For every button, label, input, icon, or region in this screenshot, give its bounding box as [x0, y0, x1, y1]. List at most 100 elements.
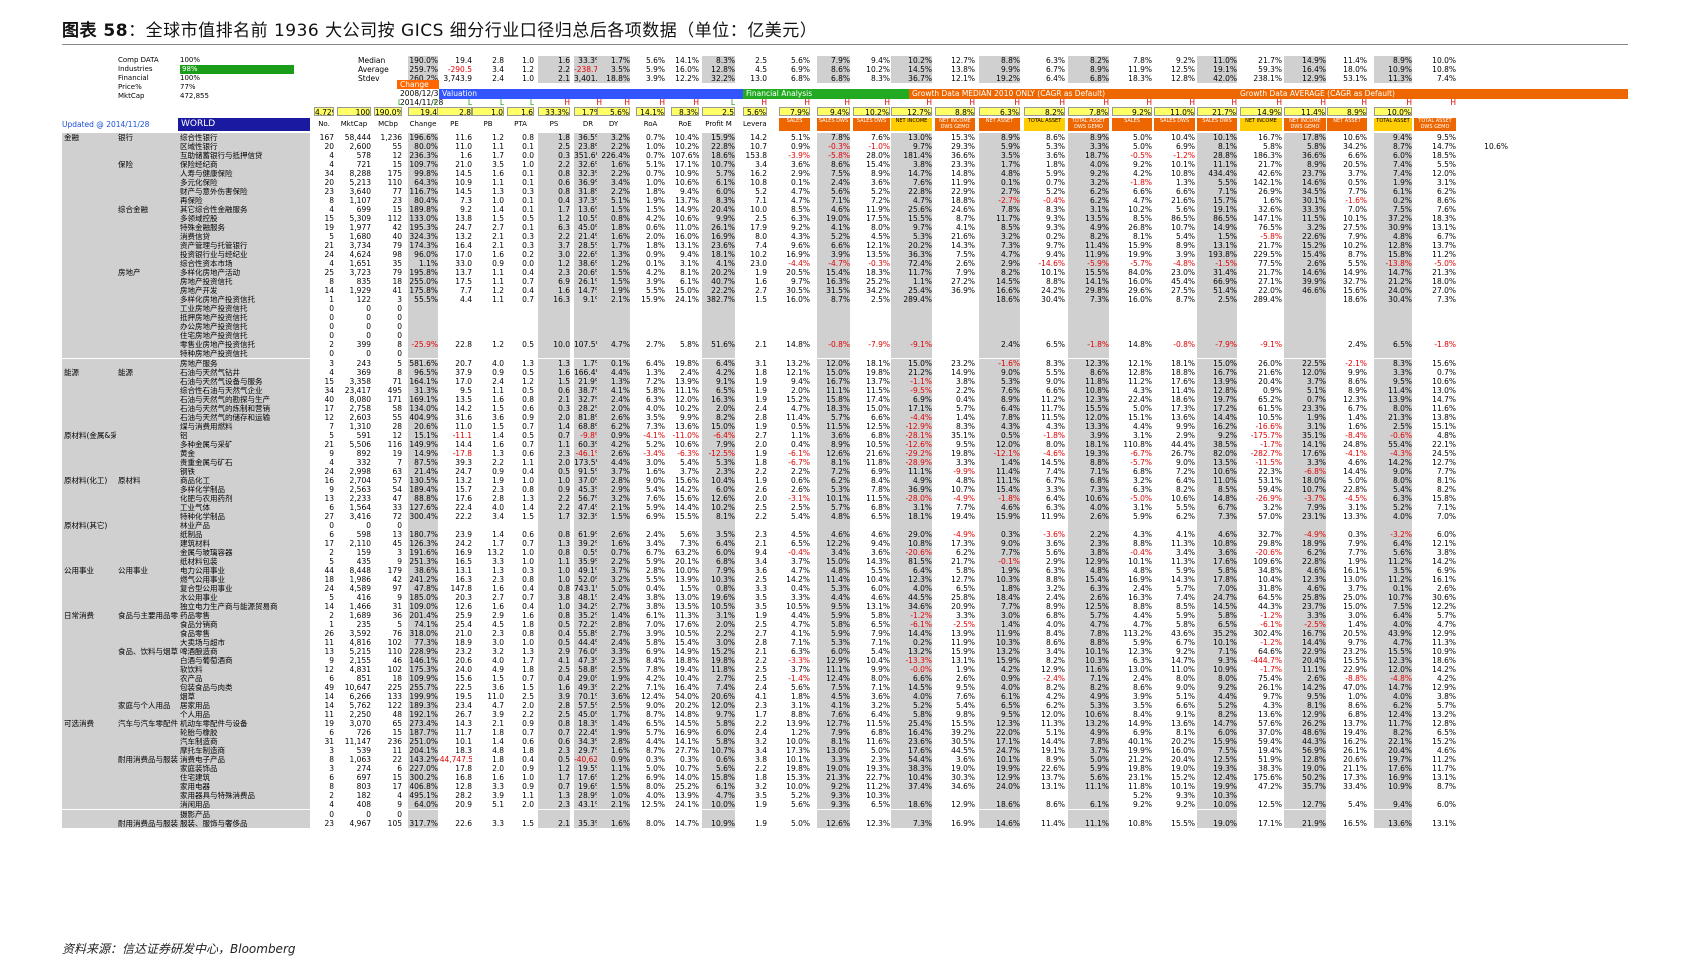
table-cell: 65.2%: [1258, 394, 1282, 404]
table-cell: 4.6%: [817, 529, 850, 539]
table-cell: 23: [392, 196, 402, 206]
summary-cell: 9.4%: [817, 107, 850, 116]
table-cell: 12.3%: [1343, 394, 1367, 404]
table-cell: 11.3%: [1432, 638, 1456, 648]
table-cell: 10.1%: [1343, 214, 1367, 224]
table-cell: 11.0%: [675, 223, 699, 233]
table-cell: 47: [392, 493, 402, 503]
table-cell: 7.3%: [891, 818, 932, 828]
table-cell: -3.1%: [788, 493, 810, 503]
table-cell: 32.7%: [1258, 529, 1282, 539]
row-label-band: [62, 169, 310, 179]
table-cell: 10.7: [750, 142, 767, 152]
table-cell: 18: [392, 674, 402, 684]
table-cell: [935, 349, 975, 358]
table-cell: 2.6%: [1436, 584, 1456, 593]
table-cell: 1.2%: [790, 728, 810, 738]
table-cell: 76: [392, 629, 402, 639]
stats-cell: 19.2%: [979, 74, 1020, 83]
table-cell: [1240, 791, 1282, 800]
table-cell: 14.7%: [1432, 142, 1456, 152]
table-cell: 9.7%: [1347, 638, 1367, 648]
table-cell: 12.8%: [1197, 385, 1237, 395]
table-cell: [1284, 349, 1326, 359]
summary-row: 4,729100190.0%19.42.81.01.633.3%1.7%5.6%…: [62, 107, 1628, 116]
table-cell: 17: [392, 782, 402, 792]
table-cell: 7.6%: [979, 385, 1020, 395]
table-cell: 20.3: [455, 593, 472, 603]
table-cell: 21.1%: [1343, 764, 1367, 774]
table-cell: [507, 313, 534, 322]
table-cell: [1284, 791, 1326, 801]
table-cell: 12.0%: [1374, 665, 1412, 675]
industry-label: [118, 223, 178, 232]
table-cell: 16.9%: [675, 728, 699, 738]
table-cell: 1.8: [522, 620, 534, 630]
table-cell: 7.5%: [955, 250, 975, 260]
table-cell: 54.4%: [891, 755, 932, 765]
table-cell: 16.0%: [1128, 295, 1152, 305]
table-cell: 182: [356, 791, 371, 801]
table-cell: 5: [397, 358, 402, 368]
table-cell: 11.4%: [1041, 818, 1065, 828]
table-cell: 11: [392, 746, 402, 756]
table-cell: -1.7%: [1260, 665, 1282, 675]
table-cell: 1.9%: [597, 674, 630, 684]
table-cell: 12.5%: [866, 421, 890, 431]
table-cell: 4.9%: [1068, 692, 1109, 702]
stats-cell: 10.8%: [1432, 65, 1456, 74]
row-label-band: [62, 728, 310, 738]
table-cell: 1.3: [492, 565, 504, 575]
table-cell: 4,831: [349, 665, 371, 675]
table-cell: [1154, 331, 1195, 340]
table-cell: 2.3: [538, 448, 570, 458]
industry-label: [118, 629, 178, 638]
row-label-band: [62, 529, 310, 539]
stats-row: Average259.7%-290.53.41.22.2-238.7%3.5%5…: [62, 65, 1628, 74]
table-cell: 10.1%: [786, 755, 810, 765]
industry-label: [118, 746, 178, 755]
table-cell: 0.5%: [979, 430, 1020, 440]
table-cell: 10.6%: [1171, 493, 1195, 503]
table-cell: 3.3%: [597, 647, 630, 657]
table-cell: 0.5%: [790, 421, 810, 431]
stats-cell: 7.4%: [1436, 74, 1456, 83]
table-cell: 17.5%: [866, 214, 890, 224]
table-cell: [437, 304, 472, 313]
table-cell: 317.7%: [408, 818, 438, 828]
table-cell: 2.8: [755, 638, 767, 648]
table-cell: 1.9: [755, 376, 767, 386]
table-cell: 2.7%: [597, 629, 630, 639]
table-cell: 15.3%: [786, 773, 810, 783]
table-cell: 8: [397, 340, 402, 350]
table-cell: 273.4%: [408, 719, 438, 729]
table-cell: 1.7%: [574, 358, 602, 368]
sub-industry-label: 商品化工: [180, 475, 210, 485]
table-cell: 201.4%: [408, 611, 438, 621]
table-cell: 5.0%: [1347, 475, 1367, 485]
table-cell: 10.5%: [675, 629, 699, 639]
table-cell: 1.5: [755, 295, 767, 305]
table-cell: -4.9%: [953, 493, 975, 503]
table-cell: 4: [329, 367, 334, 377]
table-cell: 2.5%: [870, 295, 890, 305]
table-cell: 0.8: [538, 529, 570, 539]
sub-industry-label: 零售业房地产投资信托: [180, 340, 255, 350]
table-cell: [1284, 295, 1326, 305]
table-cell: 47.2%: [1258, 782, 1282, 792]
table-cell: [597, 322, 630, 332]
table-cell: 11.5%: [866, 719, 890, 729]
table-cell: 1.3: [492, 187, 504, 197]
table-cell: -3.6%: [1043, 529, 1065, 539]
table-cell: 1.4%: [1347, 620, 1367, 630]
row-label-band: [62, 511, 310, 521]
table-cell: 16: [324, 475, 334, 485]
table-cell: 51.4%: [1197, 286, 1237, 296]
table-cell: [702, 322, 735, 332]
table-cell: 2.2: [538, 502, 570, 512]
sub-industry-label: 独立电力生产商与能源贸易商: [180, 602, 278, 612]
table-cell: 9.7%: [891, 223, 932, 233]
table-cell: 31.3%: [408, 385, 438, 395]
table-cell: 0.6: [538, 737, 570, 747]
table-cell: 4.3%: [979, 421, 1020, 431]
